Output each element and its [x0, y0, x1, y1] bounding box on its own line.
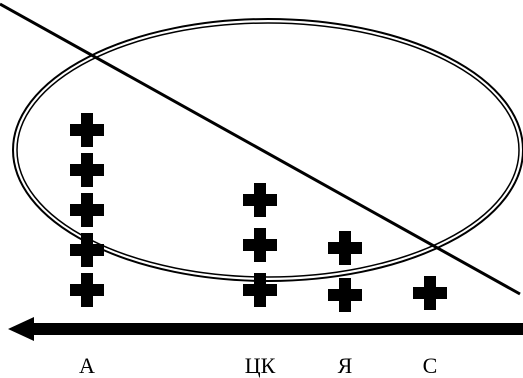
ellipse-region [12, 18, 523, 282]
axis-labels: А ЦК Я С [79, 353, 437, 378]
column-label-s: С [423, 353, 438, 378]
plus-icon [70, 113, 104, 147]
markers-group [70, 113, 447, 312]
column-label-a: А [79, 353, 95, 378]
plus-icon [413, 276, 447, 310]
plus-icon [70, 193, 104, 227]
plus-icon [328, 231, 362, 265]
diagonal-line [0, 2, 521, 296]
plus-icon [243, 183, 277, 217]
plus-icon [70, 273, 104, 307]
plus-icon [243, 273, 277, 307]
column-label-tsk: ЦК [245, 353, 276, 378]
axis-arrow [8, 317, 523, 341]
plus-icon [328, 278, 362, 312]
column-label-ya: Я [338, 353, 353, 378]
plus-icon [243, 228, 277, 262]
plus-icon [70, 153, 104, 187]
plus-icon [70, 233, 104, 267]
